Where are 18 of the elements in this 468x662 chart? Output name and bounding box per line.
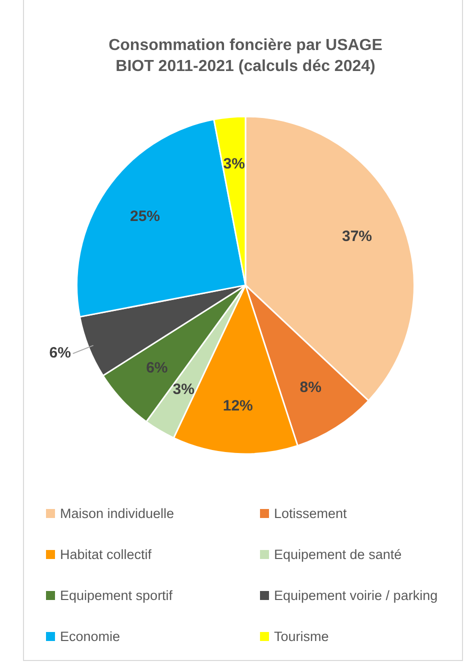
data-label: 6% bbox=[146, 360, 168, 377]
data-label: 6% bbox=[49, 344, 71, 362]
data-label: 25% bbox=[130, 208, 160, 226]
legend-label: Equipement de santé bbox=[274, 547, 402, 562]
legend-label: Economie bbox=[60, 629, 120, 644]
legend-label: Equipement sportif bbox=[60, 588, 173, 603]
data-label: 37% bbox=[342, 228, 372, 246]
data-label: 3% bbox=[223, 155, 245, 172]
legend-label: Maison individuelle bbox=[60, 506, 174, 521]
legend-label: Lotissement bbox=[274, 506, 347, 521]
chart-subtitle: BIOT 2011-2021 (calculs déc 2024) bbox=[116, 58, 376, 76]
legend-label: Tourisme bbox=[274, 629, 329, 644]
chart-title: Consommation foncière par USAGE bbox=[108, 37, 383, 54]
data-label: 12% bbox=[222, 398, 253, 415]
legend-label: Habitat collectif bbox=[60, 547, 152, 562]
data-label: 3% bbox=[172, 380, 194, 398]
legend-label: Equipement voirie / parking bbox=[274, 588, 438, 603]
data-label: 8% bbox=[300, 378, 322, 396]
